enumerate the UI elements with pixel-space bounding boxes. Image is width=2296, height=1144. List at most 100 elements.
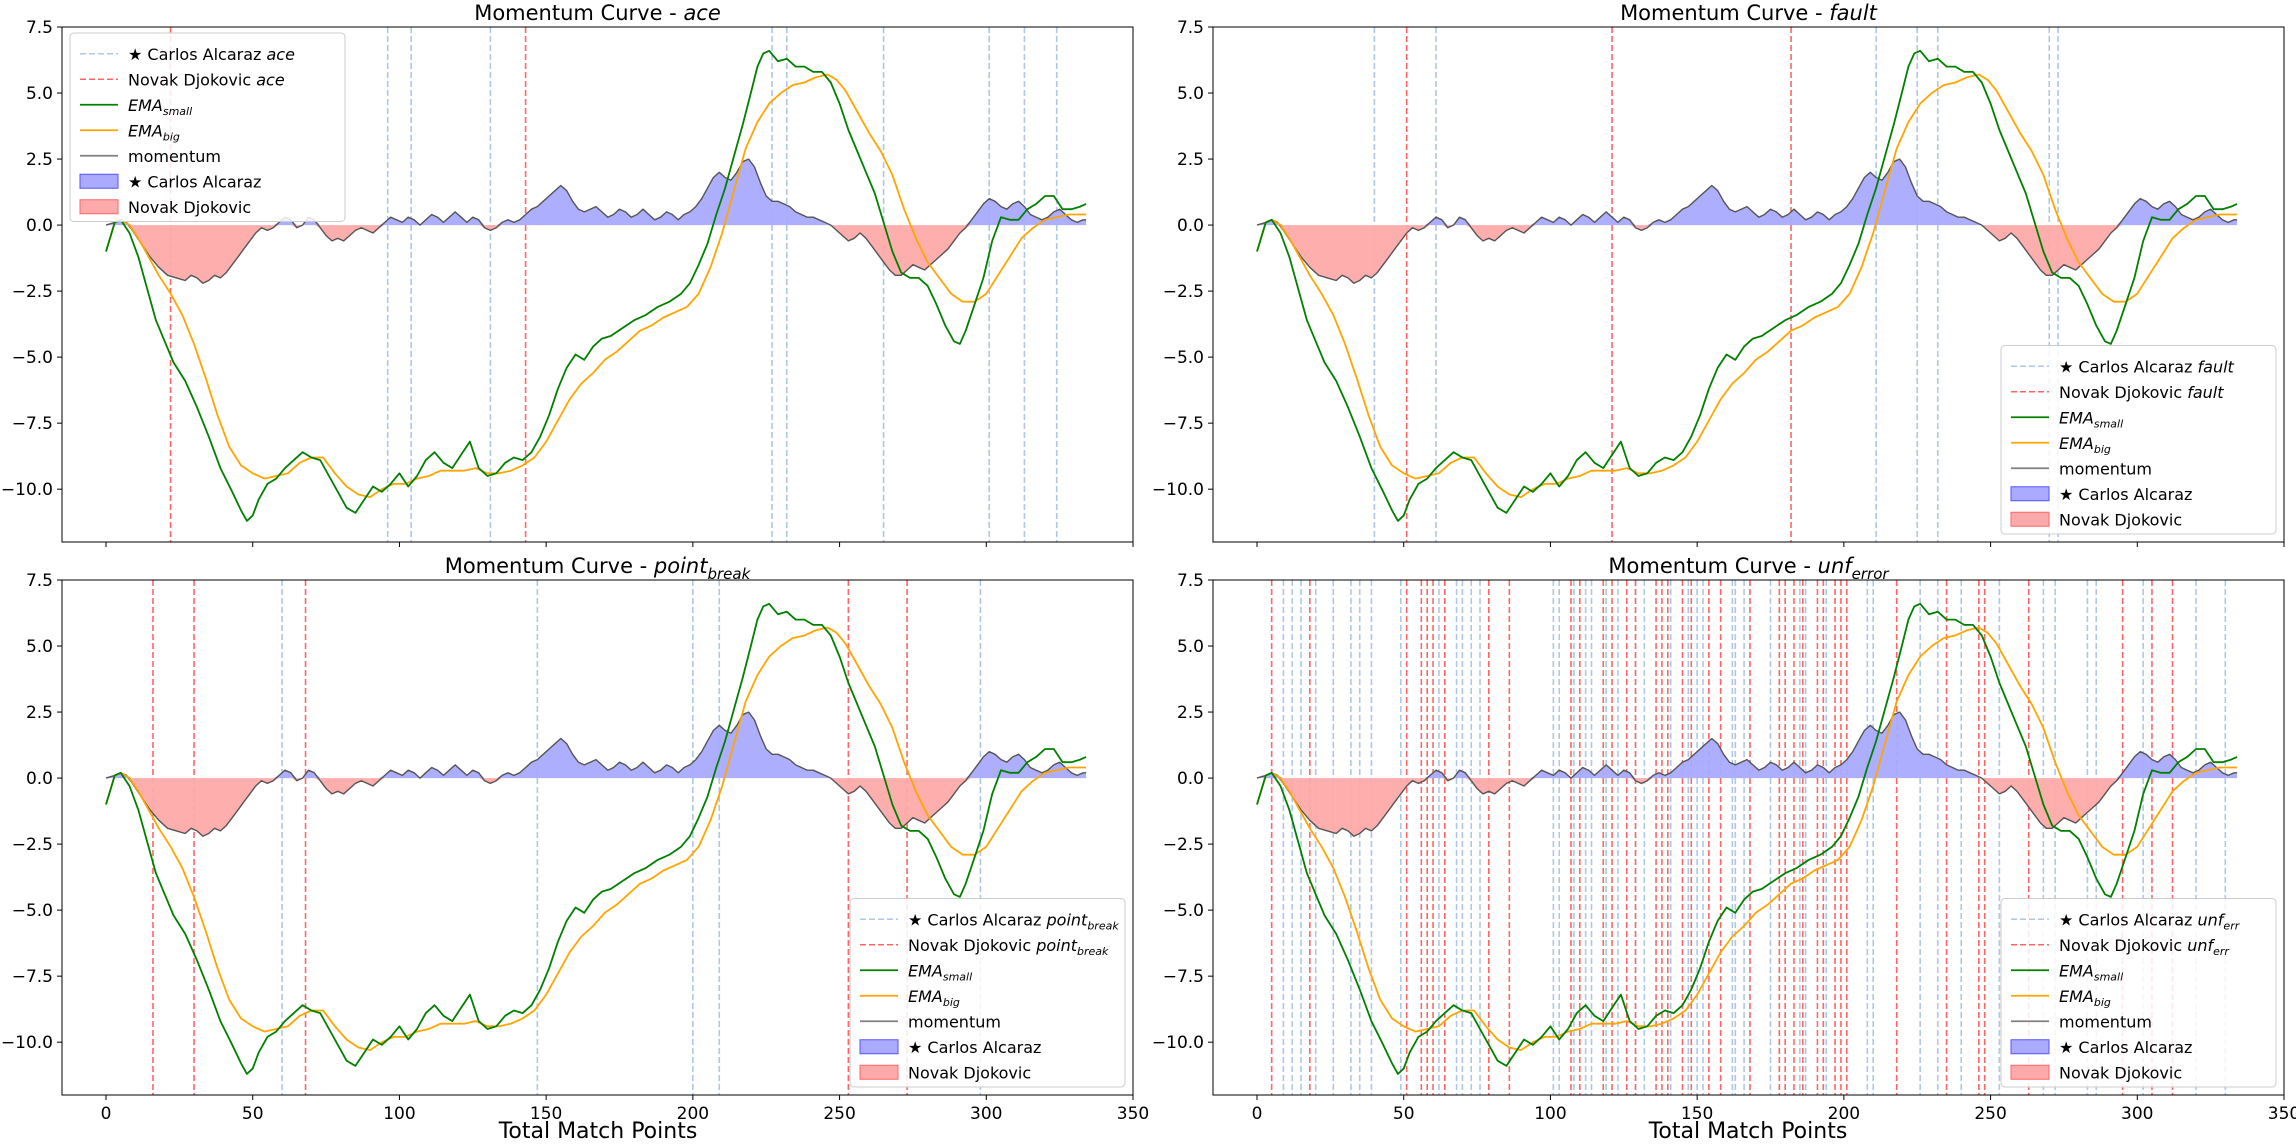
legend-label: momentum (2059, 459, 2152, 478)
axes-frame (61, 26, 1134, 543)
legend-label: ★ Carlos Alcaraz (128, 172, 261, 191)
ytick-label: −7.5 (12, 414, 53, 434)
xlabel-right: Total Match Points (1648, 1119, 1848, 1144)
legend-handle-patch (2010, 1039, 2050, 1055)
legend-label: Novak Djokovic (2059, 510, 2182, 529)
momentum-line (1256, 158, 2238, 284)
momentum-line (105, 711, 1087, 837)
axes-frame (1212, 26, 2285, 543)
xtick-label: 350 (2268, 1104, 2296, 1124)
ytick-label: 7.5 (1177, 18, 1204, 38)
xtick-label: 200 (1828, 1104, 1860, 1124)
legend-handle-patch (859, 1039, 899, 1055)
axes-frame (61, 579, 1134, 1096)
legend-label: Novak Djokovic pointbreak (908, 936, 1109, 958)
legend-handle-patch (2010, 1064, 2050, 1080)
legend-box (2000, 345, 2277, 535)
ema-big-line (105, 73, 1087, 499)
ema-big-line (1256, 626, 2238, 1051)
legend-label: Novak Djokovic (2059, 1063, 2182, 1082)
legend-handle-patch (79, 173, 119, 189)
legend-label: EMAsmall (2059, 961, 2123, 983)
ytick-label: −7.5 (1163, 967, 1204, 987)
ytick-label: −7.5 (12, 967, 53, 987)
ema-big-line (105, 626, 1087, 1051)
legend-label: momentum (2059, 1012, 2152, 1031)
ema-small-line (105, 602, 1087, 1075)
ytick-label: −2.5 (12, 835, 53, 855)
legend-label: ★ Carlos Alcaraz (908, 1038, 1041, 1057)
ytick-label: 5.0 (1177, 637, 1204, 657)
legend-label: EMAsmall (2059, 408, 2123, 430)
legend-label: ★ Carlos Alcaraz ace (128, 45, 295, 64)
ytick-label: 2.5 (26, 703, 53, 723)
momentum-fill-djokovic (1257, 225, 2238, 284)
legend: ★ Carlos Alcaraz unferr Novak Djokovic un… (2000, 898, 2277, 1088)
plot-area (105, 580, 1087, 1095)
xtick-label: 250 (823, 1104, 855, 1124)
xtick-label: 150 (1681, 1104, 1713, 1124)
ytick-label: −10.0 (1152, 480, 1204, 500)
legend-label: EMAbig (128, 121, 180, 143)
xtick-label: 300 (970, 1104, 1002, 1124)
ytick-label: −10.0 (1, 1033, 53, 1053)
ema-small-line (105, 49, 1087, 522)
xtick-label: 0 (1252, 1104, 1263, 1124)
legend-box (2000, 898, 2277, 1088)
xtick-label: 300 (2121, 1104, 2153, 1124)
xtick-label: 50 (242, 1104, 264, 1124)
legend-label: momentum (128, 147, 221, 166)
ytick-label: −5.0 (12, 348, 53, 368)
momentum-fill-djokovic (1257, 778, 2238, 837)
ytick-label: 5.0 (26, 84, 53, 104)
plot-area (1256, 27, 2238, 542)
momentum-fill-alcaraz (1257, 159, 2238, 226)
legend-label: EMAsmall (128, 96, 192, 118)
ytick-label: −2.5 (1163, 835, 1204, 855)
xtick-label: 100 (1534, 1104, 1566, 1124)
legend-handle-patch (2010, 486, 2050, 502)
ytick-label: 7.5 (26, 18, 53, 38)
panel-title: Momentum Curve - ace (474, 1, 721, 25)
ytick-label: 0.0 (26, 216, 53, 236)
ytick-label: 2.5 (1177, 703, 1204, 723)
legend: ★ Carlos Alcaraz fault Novak Djokovic fau… (2000, 345, 2277, 535)
xtick-label: 250 (1974, 1104, 2006, 1124)
ytick-label: 0.0 (26, 769, 53, 789)
momentum-fill-alcaraz (106, 712, 1087, 779)
ytick-label: −5.0 (1163, 348, 1204, 368)
panel-2: −10.0 −7.5 −5.0 −2.5 0.0 2.5 5.0 7.5 Momentum Cu… (1152, 1, 2285, 547)
ema-small-line (1256, 602, 2238, 1075)
legend-handle-patch (79, 199, 119, 215)
legend-box (849, 898, 1126, 1088)
legend-label: ★ Carlos Alcaraz pointbreak (908, 910, 1119, 932)
ytick-label: 7.5 (1177, 571, 1204, 591)
panel-3: −10.0 −7.5 −5.0 −2.5 0.0 2.5 5.0 7.5 0 50 100 150 20… (1, 554, 1149, 1124)
panel-1: −10.0 −7.5 −5.0 −2.5 0.0 2.5 5.0 7.5 Momentum Cu… (1, 1, 1134, 547)
momentum-fill-djokovic (106, 778, 1087, 837)
ytick-label: −2.5 (12, 282, 53, 302)
ytick-label: 2.5 (1177, 150, 1204, 170)
legend-label: Novak Djokovic (128, 198, 251, 217)
plot-area (105, 27, 1087, 542)
legend-label: ★ Carlos Alcaraz fault (2059, 357, 2235, 376)
xtick-label: 200 (677, 1104, 709, 1124)
plot-area (1256, 580, 2238, 1095)
legend-label: EMAbig (2059, 987, 2111, 1009)
ytick-label: −7.5 (1163, 414, 1204, 434)
legend-label: Novak Djokovic ace (128, 70, 285, 89)
legend: ★ Carlos Alcaraz pointbreak Novak Djokovi… (849, 898, 1126, 1088)
momentum-fill-alcaraz (106, 159, 1087, 226)
panel-4: −10.0 −7.5 −5.0 −2.5 0.0 2.5 5.0 7.5 0 50 100 150 20… (1152, 554, 2296, 1124)
ema-big-line (1256, 73, 2238, 499)
legend-label: ★ Carlos Alcaraz (2059, 485, 2192, 504)
legend-handle-patch (2010, 511, 2050, 527)
xtick-label: 150 (530, 1104, 562, 1124)
legend-label: ★ Carlos Alcaraz unferr (2059, 910, 2241, 932)
xtick-label: 100 (383, 1104, 415, 1124)
ytick-label: −10.0 (1152, 1033, 1204, 1053)
ytick-label: 0.0 (1177, 769, 1204, 789)
legend-label: EMAbig (908, 987, 960, 1009)
xlabel-left: Total Match Points (498, 1119, 698, 1144)
